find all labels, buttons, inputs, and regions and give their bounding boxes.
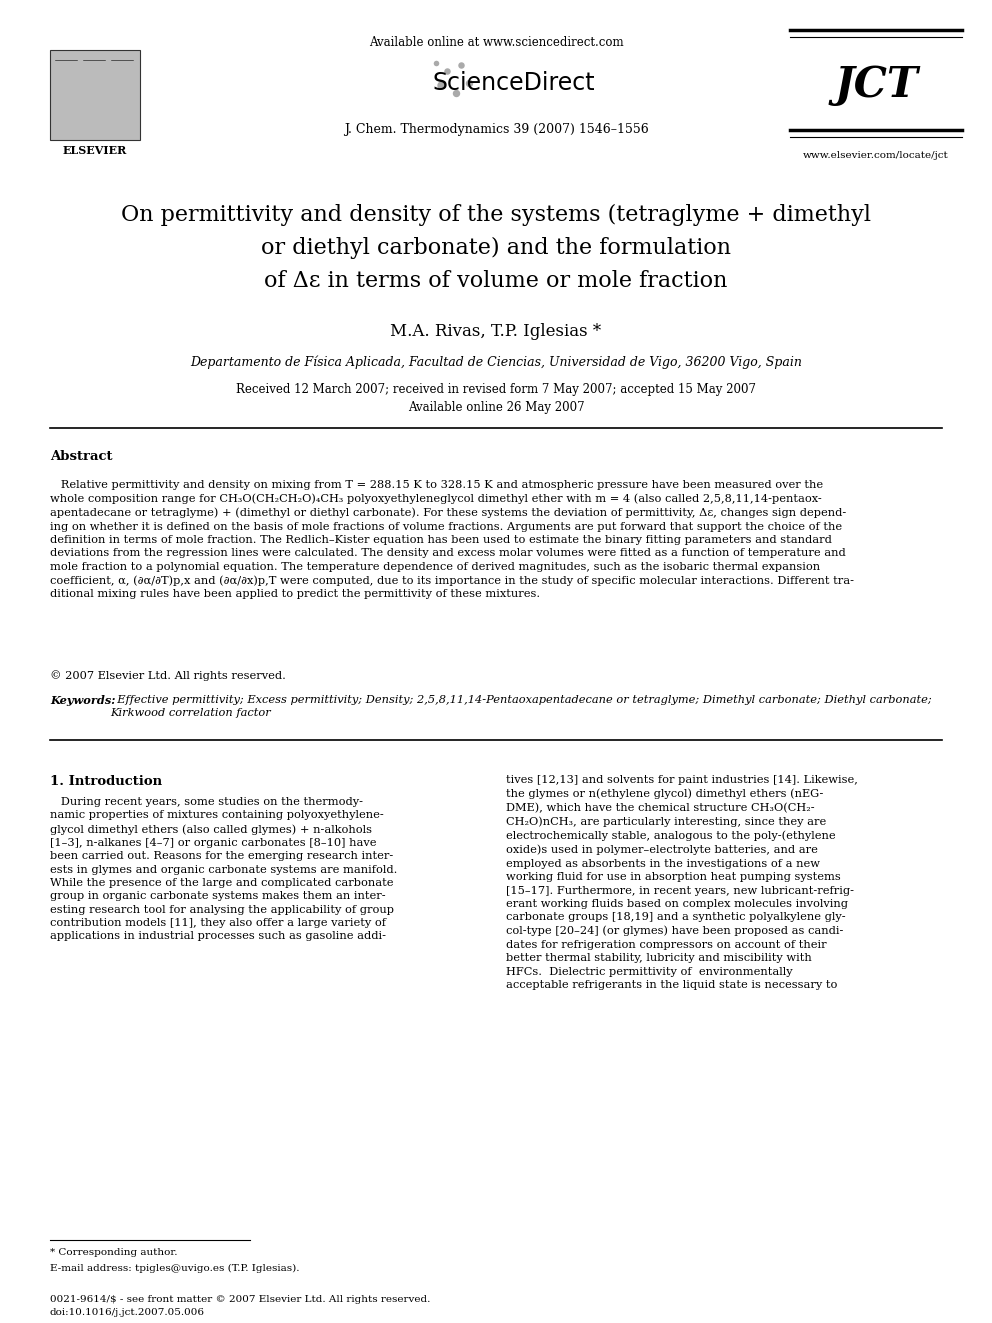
Text: Available online 26 May 2007: Available online 26 May 2007 bbox=[408, 401, 584, 414]
Text: doi:10.1016/j.jct.2007.05.006: doi:10.1016/j.jct.2007.05.006 bbox=[50, 1308, 205, 1316]
Text: 1. Introduction: 1. Introduction bbox=[50, 775, 162, 789]
Text: ELSEVIER: ELSEVIER bbox=[62, 144, 127, 156]
Text: JCT: JCT bbox=[834, 64, 918, 106]
Text: M.A. Rivas, T.P. Iglesias *: M.A. Rivas, T.P. Iglesias * bbox=[391, 324, 601, 340]
Text: of Δε in terms of volume or mole fraction: of Δε in terms of volume or mole fractio… bbox=[264, 270, 728, 292]
Text: J. Chem. Thermodynamics 39 (2007) 1546–1556: J. Chem. Thermodynamics 39 (2007) 1546–1… bbox=[343, 123, 649, 136]
Text: On permittivity and density of the systems (tetraglyme + dimethyl: On permittivity and density of the syste… bbox=[121, 204, 871, 226]
Text: © 2007 Elsevier Ltd. All rights reserved.: © 2007 Elsevier Ltd. All rights reserved… bbox=[50, 669, 286, 681]
Text: Effective permittivity; Excess permittivity; Density; 2,5,8,11,14-Pentaoxapentad: Effective permittivity; Excess permittiv… bbox=[110, 695, 931, 718]
Text: * Corresponding author.: * Corresponding author. bbox=[50, 1248, 178, 1257]
Text: Relative permittivity and density on mixing from T = 288.15 K to 328.15 K and at: Relative permittivity and density on mix… bbox=[50, 480, 854, 599]
Text: During recent years, some studies on the thermody-
namic properties of mixtures : During recent years, some studies on the… bbox=[50, 796, 398, 942]
Text: www.elsevier.com/locate/jct: www.elsevier.com/locate/jct bbox=[804, 151, 949, 160]
Bar bbox=[50, 50, 140, 140]
Text: Keywords:: Keywords: bbox=[50, 695, 115, 706]
Text: ScienceDirect: ScienceDirect bbox=[433, 71, 595, 95]
Text: Available online at www.sciencedirect.com: Available online at www.sciencedirect.co… bbox=[369, 36, 623, 49]
Text: E-mail address: tpigles@uvigo.es (T.P. Iglesias).: E-mail address: tpigles@uvigo.es (T.P. I… bbox=[50, 1263, 300, 1273]
Text: or diethyl carbonate) and the formulation: or diethyl carbonate) and the formulatio… bbox=[261, 237, 731, 259]
Text: Departamento de Física Aplicada, Facultad de Ciencias, Universidad de Vigo, 3620: Departamento de Física Aplicada, Faculta… bbox=[190, 356, 802, 369]
Text: 0021-9614/$ - see front matter © 2007 Elsevier Ltd. All rights reserved.: 0021-9614/$ - see front matter © 2007 El… bbox=[50, 1295, 431, 1304]
Text: Abstract: Abstract bbox=[50, 450, 112, 463]
Text: tives [12,13] and solvents for paint industries [14]. Likewise,
the glymes or n(: tives [12,13] and solvents for paint ind… bbox=[506, 775, 858, 990]
Text: Received 12 March 2007; received in revised form 7 May 2007; accepted 15 May 200: Received 12 March 2007; received in revi… bbox=[236, 384, 756, 397]
